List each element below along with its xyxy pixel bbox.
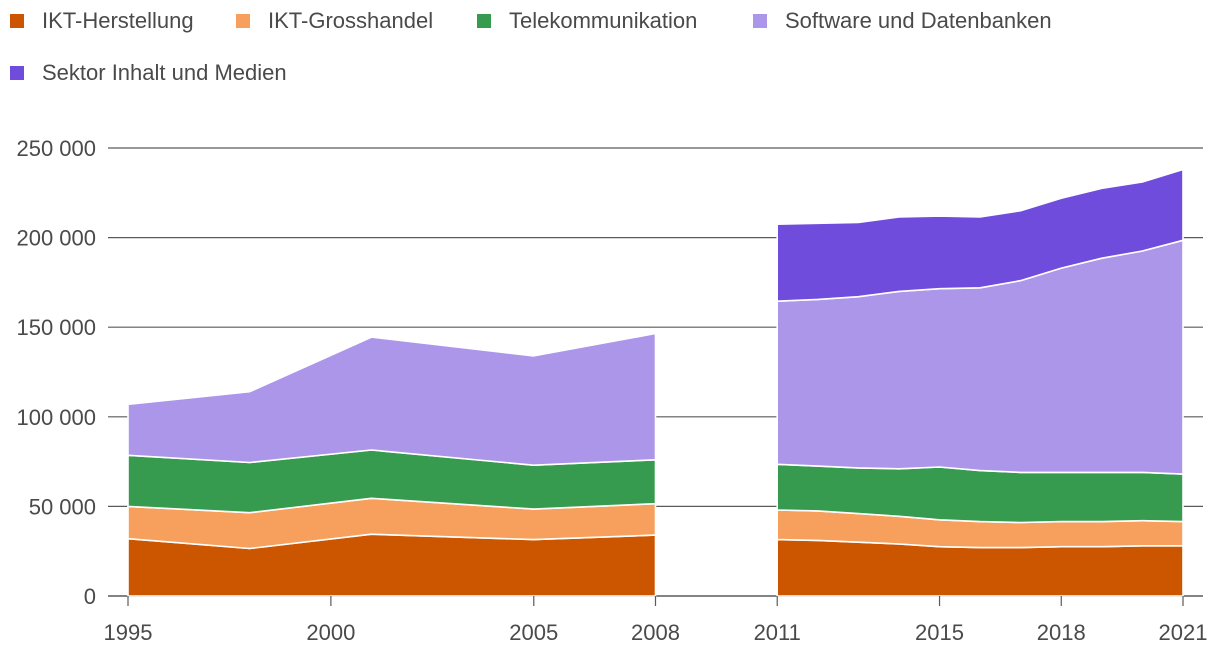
axes: 0 50 000 100 000 150 000 200 000 250 000 1995 2… (16, 136, 1207, 645)
legend-item-telekommunikation[interactable]: Telekommunikation (477, 8, 697, 34)
legend-item-sektor-inhalt-und-medien[interactable]: Sektor Inhalt und Medien (10, 60, 287, 86)
legend-label-sektor-inhalt-und-medien: Sektor Inhalt und Medien (42, 60, 287, 85)
legend-label-ikt-herstellung: IKT-Herstellung (42, 8, 194, 33)
legend-swatch-telekommunikation (477, 14, 491, 28)
legend-item-ikt-grosshandel[interactable]: IKT-Grosshandel (236, 8, 433, 34)
x-tick-label: 2015 (915, 620, 964, 645)
area-software-und-datenbanken-segment-1 (127, 332, 657, 467)
legend-label-telekommunikation: Telekommunikation (509, 8, 698, 33)
legend-swatch-software-und-datenbanken (753, 14, 767, 28)
legend-item-ikt-herstellung[interactable]: IKT-Herstellung (10, 8, 194, 34)
y-tick-label: 0 (84, 584, 96, 609)
area-series (127, 168, 1184, 597)
x-tick-label: 2005 (509, 620, 558, 645)
legend-label-software-und-datenbanken: Software und Datenbanken (785, 8, 1052, 33)
x-tick-label: 2018 (1037, 620, 1086, 645)
legend-swatch-sektor-inhalt-und-medien (10, 66, 24, 80)
legend-item-software-und-datenbanken[interactable]: Software und Datenbanken (753, 8, 1052, 34)
x-tick-label: 1995 (104, 620, 153, 645)
area-sektor-inhalt-und-medien-segment-2 (776, 168, 1184, 303)
legend-swatch-ikt-grosshandel (236, 14, 250, 28)
x-tick-label: 2008 (631, 620, 680, 645)
y-tick-label: 250 000 (16, 136, 96, 161)
y-tick-label: 50 000 (29, 494, 96, 519)
x-tick-label: 2000 (306, 620, 355, 645)
x-tick-label: 2011 (754, 620, 801, 645)
y-tick-label: 200 000 (16, 226, 96, 251)
legend-swatch-ikt-herstellung (10, 14, 24, 28)
x-tick-label: 2021 (1159, 620, 1208, 645)
y-tick-label: 100 000 (16, 405, 96, 430)
legend-label-ikt-grosshandel: IKT-Grosshandel (268, 8, 434, 33)
y-tick-label: 150 000 (16, 315, 96, 340)
